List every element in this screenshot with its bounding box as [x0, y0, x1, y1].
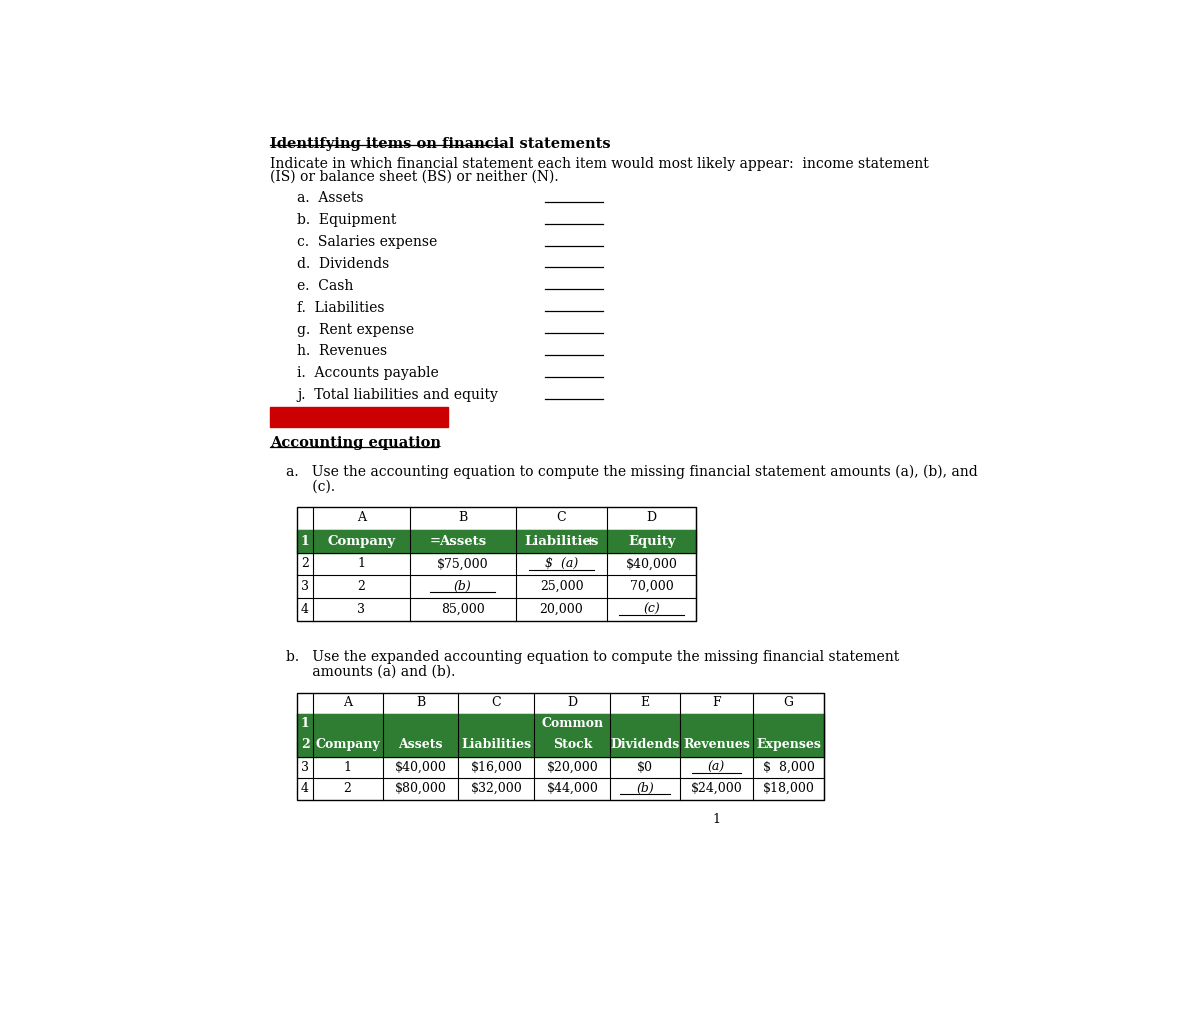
Text: 2: 2 — [301, 739, 310, 751]
Text: 1: 1 — [343, 760, 352, 774]
Text: 3: 3 — [358, 603, 365, 616]
Text: $  (a): $ (a) — [545, 557, 578, 570]
Text: B: B — [416, 696, 425, 709]
Text: Equity: Equity — [628, 535, 676, 548]
Text: A: A — [343, 696, 352, 709]
Text: C: C — [557, 511, 566, 524]
Text: $16,000: $16,000 — [470, 760, 522, 774]
Bar — [298, 714, 824, 757]
Text: $20,000: $20,000 — [546, 760, 599, 774]
Text: 2: 2 — [301, 557, 308, 570]
Text: D: D — [568, 696, 577, 709]
Text: $18,000: $18,000 — [763, 782, 815, 795]
Text: Accounting equation: Accounting equation — [270, 436, 442, 449]
Text: Dividends: Dividends — [611, 739, 680, 751]
Text: C: C — [492, 696, 502, 709]
Text: $0: $0 — [637, 760, 653, 774]
Text: 70,000: 70,000 — [630, 580, 673, 593]
Text: $80,000: $80,000 — [395, 782, 446, 795]
Text: a.  Assets: a. Assets — [298, 191, 364, 205]
Text: e.  Cash: e. Cash — [298, 279, 354, 292]
Text: a.   Use the accounting equation to compute the missing financial statement amou: a. Use the accounting equation to comput… — [286, 465, 977, 479]
Text: (b): (b) — [636, 782, 654, 795]
Text: 1: 1 — [301, 535, 310, 548]
Text: $32,000: $32,000 — [470, 782, 522, 795]
Text: $40,000: $40,000 — [626, 557, 678, 570]
Text: Company: Company — [328, 535, 395, 548]
Text: b.  Equipment: b. Equipment — [298, 212, 397, 227]
Text: (IS) or balance sheet (BS) or neither (N).: (IS) or balance sheet (BS) or neither (N… — [270, 170, 559, 184]
Text: $40,000: $40,000 — [395, 760, 446, 774]
Text: A: A — [356, 511, 366, 524]
Text: (a): (a) — [708, 760, 725, 774]
Text: 1: 1 — [713, 814, 720, 826]
Text: 1: 1 — [301, 717, 310, 731]
Text: B: B — [458, 511, 467, 524]
Text: Stock: Stock — [553, 739, 592, 751]
Text: Company: Company — [316, 739, 380, 751]
Text: 4: 4 — [301, 603, 310, 616]
Text: Expenses: Expenses — [756, 739, 821, 751]
Text: g.  Rent expense: g. Rent expense — [298, 322, 414, 337]
Text: 3: 3 — [301, 760, 310, 774]
Text: c.  Salaries expense: c. Salaries expense — [298, 235, 438, 248]
Text: F: F — [713, 696, 721, 709]
Bar — [298, 507, 696, 621]
Text: D: D — [647, 511, 656, 524]
Text: j.  Total liabilities and equity: j. Total liabilities and equity — [298, 389, 498, 402]
Text: 25,000: 25,000 — [540, 580, 583, 593]
Text: Assets: Assets — [439, 535, 486, 548]
Text: 20,000: 20,000 — [540, 603, 583, 616]
Text: 2: 2 — [343, 782, 352, 795]
Text: 1: 1 — [358, 557, 365, 570]
Text: +: + — [584, 535, 595, 548]
Text: $75,000: $75,000 — [437, 557, 488, 570]
Text: E: E — [641, 696, 649, 709]
Text: f.  Liabilities: f. Liabilities — [298, 301, 385, 315]
Text: (b): (b) — [454, 580, 472, 593]
Text: Liabilities: Liabilities — [524, 535, 599, 548]
Text: h.  Revenues: h. Revenues — [298, 345, 388, 358]
Text: (c).: (c). — [286, 479, 335, 494]
Text: $44,000: $44,000 — [546, 782, 599, 795]
Text: 3: 3 — [301, 580, 310, 593]
Text: amounts (a) and (b).: amounts (a) and (b). — [286, 665, 455, 679]
Text: $  8,000: $ 8,000 — [763, 760, 815, 774]
Text: Common: Common — [541, 717, 604, 731]
Bar — [298, 693, 824, 799]
Bar — [298, 530, 696, 553]
Text: Identifying items on financial statements: Identifying items on financial statement… — [270, 137, 611, 151]
Text: i.  Accounts payable: i. Accounts payable — [298, 366, 439, 381]
Text: Indicate in which financial statement each item would most likely appear:  incom: Indicate in which financial statement ea… — [270, 157, 929, 171]
Text: 4: 4 — [301, 782, 310, 795]
Text: b.   Use the expanded accounting equation to compute the missing financial state: b. Use the expanded accounting equation … — [286, 650, 899, 664]
Text: Liabilities: Liabilities — [461, 739, 532, 751]
Bar — [270, 407, 449, 427]
Text: (c): (c) — [643, 603, 660, 616]
Text: Revenues: Revenues — [683, 739, 750, 751]
Text: 2: 2 — [358, 580, 365, 593]
Text: G: G — [784, 696, 793, 709]
Text: d.  Dividends: d. Dividends — [298, 256, 390, 271]
Text: =: = — [430, 535, 442, 548]
Text: 85,000: 85,000 — [440, 603, 485, 616]
Text: $24,000: $24,000 — [691, 782, 743, 795]
Text: Assets: Assets — [398, 739, 443, 751]
